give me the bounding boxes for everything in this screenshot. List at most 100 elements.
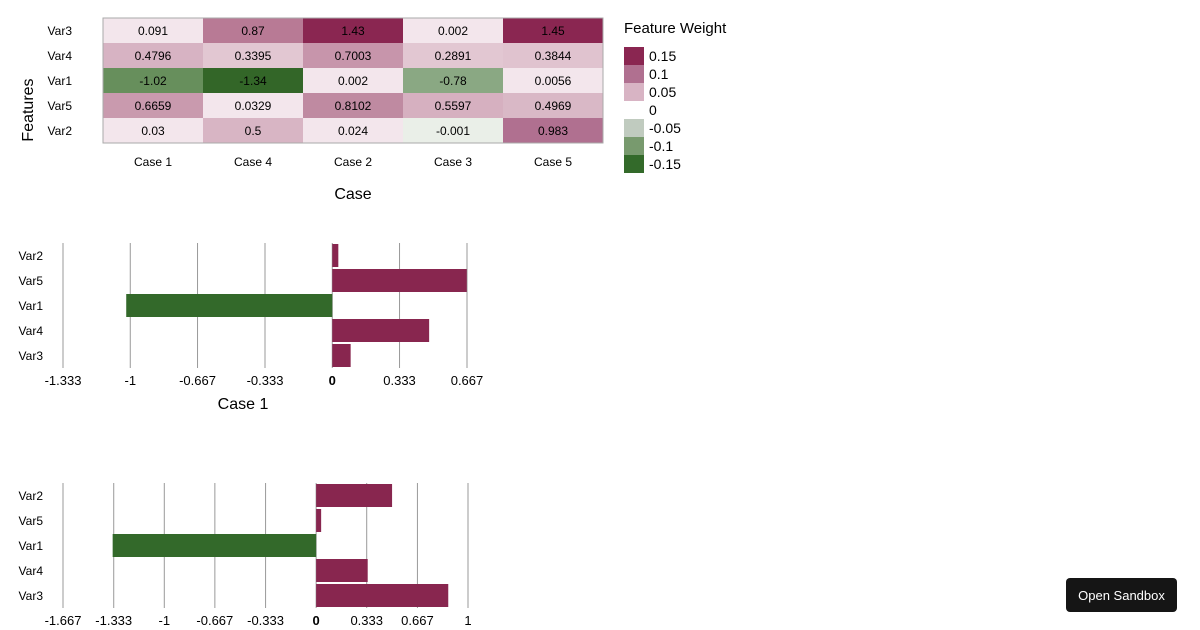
heatmap-cell [103, 43, 203, 68]
heatmap-cell [103, 18, 203, 43]
bar [316, 484, 393, 507]
heatmap-cell-value: 0.6659 [135, 99, 172, 113]
legend-label: 0.05 [649, 84, 676, 100]
heatmap-cell [403, 43, 503, 68]
heatmap-cell-value: 0.4796 [135, 49, 172, 63]
legend-label: 0.15 [649, 48, 676, 64]
bar [316, 584, 449, 607]
bar [332, 269, 467, 292]
heatmap-cell [203, 43, 303, 68]
heatmap-cell-value: 0.983 [538, 124, 568, 138]
bar [316, 559, 368, 582]
y-tick-label: Var4 [19, 324, 44, 338]
y-tick-label: Var3 [19, 349, 44, 363]
y-tick-label: Var2 [19, 489, 44, 503]
bar [316, 509, 322, 532]
legend-label: -0.05 [649, 120, 681, 136]
heatmap-cell-value: 0.03 [141, 124, 165, 138]
heatmap-cell-value: 0.0056 [535, 74, 572, 88]
heatmap-row-label: Var2 [48, 124, 73, 138]
heatmap-column-label: Case 3 [434, 155, 472, 169]
heatmap-cell-value: 0.5597 [435, 99, 472, 113]
legend-swatch [624, 47, 644, 65]
heatmap-cell-value: 1.45 [541, 24, 565, 38]
bar [126, 294, 333, 317]
heatmap-cell [303, 18, 403, 43]
heatmap-border [102, 17, 604, 144]
heatmap-cell-value: 0.0329 [235, 99, 272, 113]
legend-swatch [624, 65, 644, 83]
heatmap-column-label: Case 2 [334, 155, 372, 169]
x-tick-label: -1 [159, 613, 171, 628]
legend-label: -0.1 [649, 138, 673, 154]
heatmap-cell [203, 118, 303, 143]
x-tick-label: 1 [464, 613, 471, 628]
heatmap-row-label: Var5 [48, 99, 73, 113]
bar [332, 344, 351, 367]
heatmap-cell-value: 0.5 [245, 124, 262, 138]
heatmap-cell-value: 0.002 [438, 24, 468, 38]
heatmap-cell [503, 18, 603, 43]
heatmap-cell-value: 0.2891 [435, 49, 472, 63]
y-tick-label: Var1 [19, 299, 44, 313]
x-tick-label: 0 [329, 373, 336, 388]
heatmap-cell [203, 18, 303, 43]
heatmap-cell-value: 0.8102 [335, 99, 372, 113]
heatmap-cell-value: -0.78 [439, 74, 467, 88]
heatmap-cell [503, 93, 603, 118]
x-tick-label: -0.333 [247, 373, 284, 388]
legend-swatch [624, 155, 644, 173]
heatmap-cell-value: 1.43 [341, 24, 365, 38]
legend-swatch [624, 101, 644, 119]
heatmap-cell [403, 68, 503, 93]
x-tick-label: -0.333 [247, 613, 284, 628]
x-tick-label: -0.667 [179, 373, 216, 388]
x-tick-label: -1 [124, 373, 136, 388]
heatmap-cell [503, 118, 603, 143]
heatmap-cell [103, 68, 203, 93]
bar [332, 319, 430, 342]
x-tick-label: 0 [313, 613, 320, 628]
legend-label: 0 [649, 102, 657, 118]
heatmap-cell [103, 118, 203, 143]
heatmap-cell-value: 0.3844 [535, 49, 572, 63]
heatmap-y-axis-title: Features [20, 78, 37, 141]
heatmap-row-label: Var3 [48, 24, 73, 38]
legend-title: Feature Weight [624, 20, 727, 37]
heatmap-cell-value: 0.002 [338, 74, 368, 88]
y-tick-label: Var3 [19, 589, 44, 603]
heatmap-column-label: Case 1 [134, 155, 172, 169]
bar [332, 244, 339, 267]
open-sandbox-button[interactable]: Open Sandbox [1066, 578, 1177, 612]
heatmap-cell [303, 93, 403, 118]
heatmap-cell-value: 0.7003 [335, 49, 372, 63]
legend-label: -0.15 [649, 156, 681, 172]
x-tick-label: -0.667 [196, 613, 233, 628]
heatmap-cell [403, 18, 503, 43]
y-tick-label: Var5 [19, 514, 44, 528]
legend-swatch [624, 137, 644, 155]
heatmap-cell [303, 43, 403, 68]
heatmap-cell [203, 93, 303, 118]
heatmap-cell-value: 0.3395 [235, 49, 272, 63]
heatmap-cell-value: 0.87 [241, 24, 265, 38]
heatmap-cell-value: 0.091 [138, 24, 168, 38]
y-tick-label: Var5 [19, 274, 44, 288]
x-tick-label: 0.667 [451, 373, 484, 388]
heatmap-cell [203, 68, 303, 93]
x-axis-title: Case 1 [218, 396, 269, 413]
x-tick-label: -1.333 [45, 373, 82, 388]
x-tick-label: 0.333 [383, 373, 416, 388]
heatmap-cell [503, 43, 603, 68]
legend-label: 0.1 [649, 66, 669, 82]
heatmap-cell [403, 118, 503, 143]
heatmap-column-label: Case 5 [534, 155, 572, 169]
heatmap-cell-value: -1.02 [139, 74, 167, 88]
heatmap-x-axis-title: Case [334, 186, 371, 203]
heatmap-cell-value: -0.001 [436, 124, 470, 138]
heatmap-cell [303, 118, 403, 143]
y-tick-label: Var1 [19, 539, 44, 553]
heatmap-cell [503, 68, 603, 93]
heatmap-cell-value: 0.024 [338, 124, 368, 138]
